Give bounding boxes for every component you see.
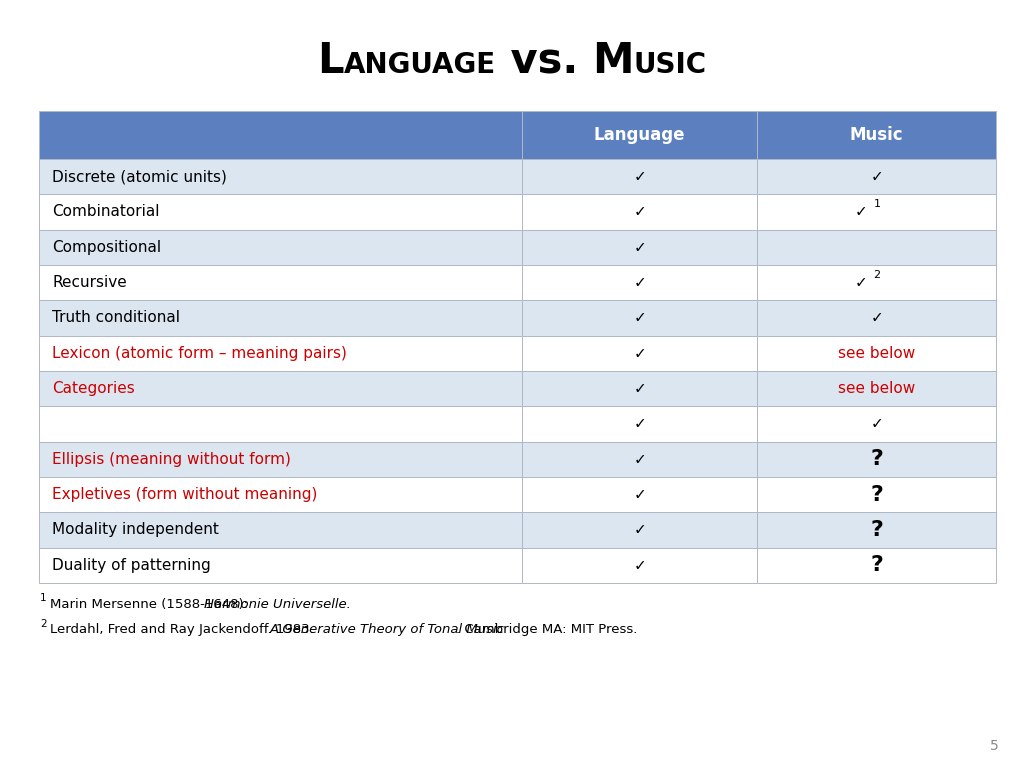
Text: Language: Language [594,126,685,144]
Text: ✓: ✓ [855,204,867,220]
Text: ✓: ✓ [870,169,883,184]
Text: 2: 2 [40,618,46,629]
Text: ?: ? [870,555,883,575]
Text: ✓: ✓ [633,381,646,396]
Text: ✓: ✓ [633,240,646,255]
Text: ✓: ✓ [870,310,883,326]
Text: Ellipsis (meaning without form): Ellipsis (meaning without form) [52,452,291,467]
Text: Lerdahl, Fred and Ray Jackendoff. 1983.: Lerdahl, Fred and Ray Jackendoff. 1983. [50,624,318,636]
Text: ✓: ✓ [633,169,646,184]
Text: ?: ? [870,485,883,505]
Text: Categories: Categories [52,381,135,396]
Text: Duality of patterning: Duality of patterning [52,558,211,573]
Text: Music: Music [850,126,903,144]
Text: ✓: ✓ [633,346,646,361]
Text: 5: 5 [989,740,998,753]
Text: A Generative Theory of Tonal Music: A Generative Theory of Tonal Music [269,624,504,636]
Text: see below: see below [838,346,915,361]
Text: ?: ? [870,449,883,469]
Text: ✓: ✓ [633,522,646,538]
Text: Discrete (atomic units): Discrete (atomic units) [52,169,227,184]
Text: Combinatorial: Combinatorial [52,204,160,220]
Text: 2: 2 [873,270,881,280]
Text: Expletives (form without meaning): Expletives (form without meaning) [52,487,317,502]
Text: Lexicon (atomic form – meaning pairs): Lexicon (atomic form – meaning pairs) [52,346,347,361]
Text: ✓: ✓ [633,487,646,502]
Text: 1: 1 [873,199,881,209]
Text: ✓: ✓ [633,452,646,467]
Text: ✓: ✓ [633,558,646,573]
Text: Marin Mersenne (1588-1648):: Marin Mersenne (1588-1648): [50,598,253,611]
Text: Compositional: Compositional [52,240,162,255]
Text: ✓: ✓ [855,275,867,290]
Text: . Cambridge MA: MIT Press.: . Cambridge MA: MIT Press. [456,624,637,636]
Text: Truth conditional: Truth conditional [52,310,180,326]
Text: Recursive: Recursive [52,275,127,290]
Text: 1: 1 [40,593,46,604]
Text: Harmonie Universelle.: Harmonie Universelle. [204,598,350,611]
Text: ✓: ✓ [633,416,646,432]
Text: ?: ? [870,520,883,540]
Text: ✓: ✓ [633,310,646,326]
Text: Modality independent: Modality independent [52,522,219,538]
Text: ✓: ✓ [870,416,883,432]
Text: ✓: ✓ [633,204,646,220]
Text: ✓: ✓ [633,275,646,290]
Text: see below: see below [838,381,915,396]
